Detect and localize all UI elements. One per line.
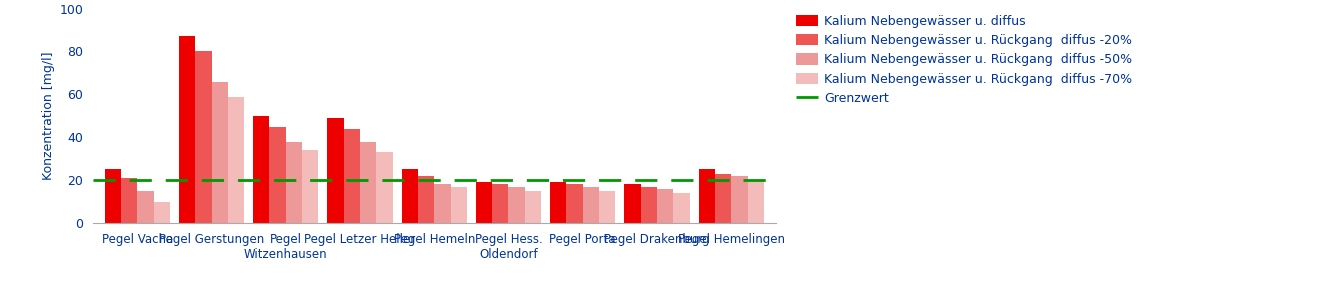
Bar	[418, 176, 435, 223]
Bar	[525, 191, 541, 223]
Bar	[302, 150, 318, 223]
Y-axis label: Konzentration [mg/l]: Konzentration [mg/l]	[42, 51, 56, 180]
Bar	[228, 96, 244, 223]
Bar	[179, 36, 195, 223]
Bar	[731, 176, 748, 223]
Bar	[286, 142, 302, 223]
Bar	[154, 202, 170, 223]
Bar	[435, 184, 451, 223]
Bar	[269, 126, 286, 223]
Bar	[402, 169, 418, 223]
Bar	[492, 184, 508, 223]
Bar	[253, 116, 269, 223]
Bar	[599, 191, 615, 223]
Bar	[121, 178, 138, 223]
Bar	[699, 169, 715, 223]
Bar	[361, 142, 377, 223]
Bar	[212, 82, 228, 223]
Bar	[640, 186, 656, 223]
Bar	[195, 51, 212, 223]
Bar	[138, 191, 154, 223]
Bar	[328, 118, 343, 223]
Bar	[508, 186, 525, 223]
Legend: Kalium Nebengewässer u. diffus, Kalium Nebengewässer u. Rückgang  diffus -20%, K: Kalium Nebengewässer u. diffus, Kalium N…	[796, 15, 1132, 105]
Bar	[343, 129, 361, 223]
Bar	[674, 193, 690, 223]
Bar	[476, 182, 492, 223]
Bar	[550, 182, 566, 223]
Bar	[715, 174, 731, 223]
Bar	[105, 169, 121, 223]
Bar	[377, 152, 392, 223]
Bar	[656, 189, 674, 223]
Bar	[748, 180, 764, 223]
Bar	[566, 184, 582, 223]
Bar	[582, 186, 599, 223]
Bar	[451, 186, 467, 223]
Bar	[625, 184, 640, 223]
